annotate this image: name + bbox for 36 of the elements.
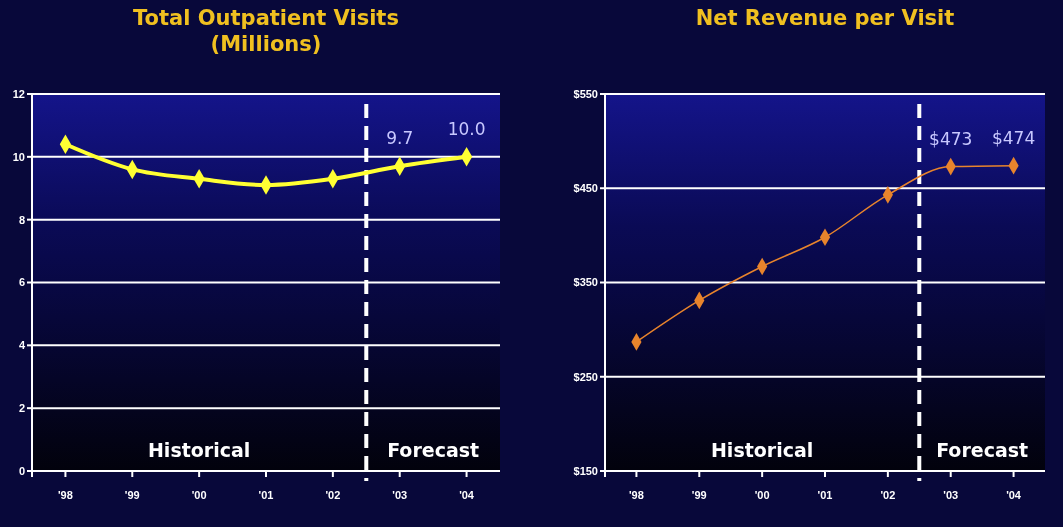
x-tick-label: '00 — [191, 489, 207, 501]
x-tick-label: '99 — [691, 489, 707, 501]
data-label: 10.0 — [447, 118, 486, 139]
x-tick-label: '01 — [817, 489, 833, 501]
x-tick-label: '02 — [880, 489, 896, 501]
y-tick-label: 0 — [18, 464, 25, 477]
annotation: Historical — [710, 439, 814, 461]
y-tick-label: 6 — [18, 276, 25, 289]
x-tick-label: '01 — [258, 489, 274, 501]
x-tick-label: '04 — [1006, 489, 1022, 501]
y-tick-label: $250 — [573, 370, 598, 383]
data-label: $474 — [991, 127, 1036, 148]
annotation: Forecast — [936, 439, 1029, 461]
y-tick-label: 12 — [12, 87, 25, 100]
x-tick-label: '00 — [754, 489, 770, 501]
chart-title: Total Outpatient Visits (Millions) — [133, 6, 399, 56]
data-label: $473 — [929, 128, 973, 149]
annotation: Historical — [147, 439, 251, 461]
x-tick-label: '02 — [325, 489, 341, 501]
y-tick-label: $550 — [573, 87, 598, 100]
x-tick-label: '98 — [629, 489, 644, 501]
y-tick-label: 4 — [18, 339, 26, 352]
annotation: Forecast — [387, 439, 480, 461]
y-tick-label: $150 — [573, 464, 598, 477]
x-tick-label: '99 — [124, 489, 140, 501]
x-tick-label: '98 — [58, 489, 73, 501]
y-tick-label: 10 — [12, 150, 25, 163]
x-tick-label: '04 — [459, 489, 475, 501]
data-label: 9.7 — [386, 128, 414, 149]
x-tick-label: '03 — [392, 489, 408, 501]
y-tick-label: $350 — [573, 276, 598, 289]
y-tick-label: 2 — [18, 402, 25, 415]
x-tick-label: '03 — [943, 489, 959, 501]
chart-title: Net Revenue per Visit — [695, 6, 955, 30]
y-tick-label: 8 — [18, 213, 25, 226]
y-tick-label: $450 — [573, 182, 598, 195]
